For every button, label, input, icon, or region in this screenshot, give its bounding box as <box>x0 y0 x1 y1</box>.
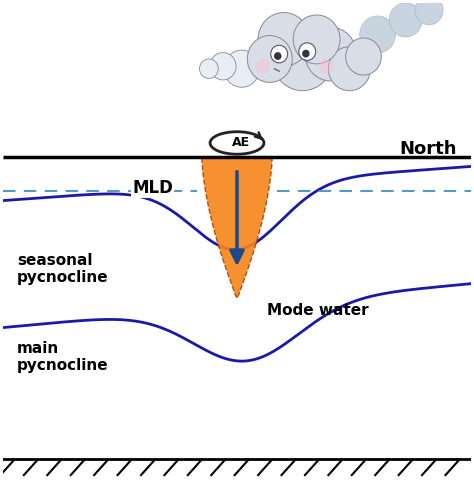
Circle shape <box>346 38 381 75</box>
Circle shape <box>272 27 333 91</box>
Circle shape <box>247 36 292 82</box>
Text: Mode water: Mode water <box>267 303 369 318</box>
Circle shape <box>302 50 310 57</box>
Circle shape <box>299 43 316 60</box>
Circle shape <box>415 0 443 25</box>
Circle shape <box>293 15 340 64</box>
Circle shape <box>271 45 288 63</box>
Circle shape <box>210 52 236 80</box>
Circle shape <box>305 27 356 81</box>
Circle shape <box>328 47 371 91</box>
Circle shape <box>200 59 218 79</box>
Circle shape <box>360 16 395 53</box>
Circle shape <box>224 50 259 87</box>
Polygon shape <box>202 157 272 298</box>
Circle shape <box>258 12 310 66</box>
Text: AE: AE <box>232 136 250 150</box>
Text: North: North <box>400 140 457 158</box>
Circle shape <box>256 59 270 74</box>
Text: MLD: MLD <box>132 179 173 198</box>
Circle shape <box>389 3 422 37</box>
Circle shape <box>319 59 333 74</box>
Circle shape <box>274 52 282 60</box>
Text: main
pycnocline: main pycnocline <box>17 341 109 373</box>
Text: seasonal
pycnocline: seasonal pycnocline <box>17 253 109 285</box>
